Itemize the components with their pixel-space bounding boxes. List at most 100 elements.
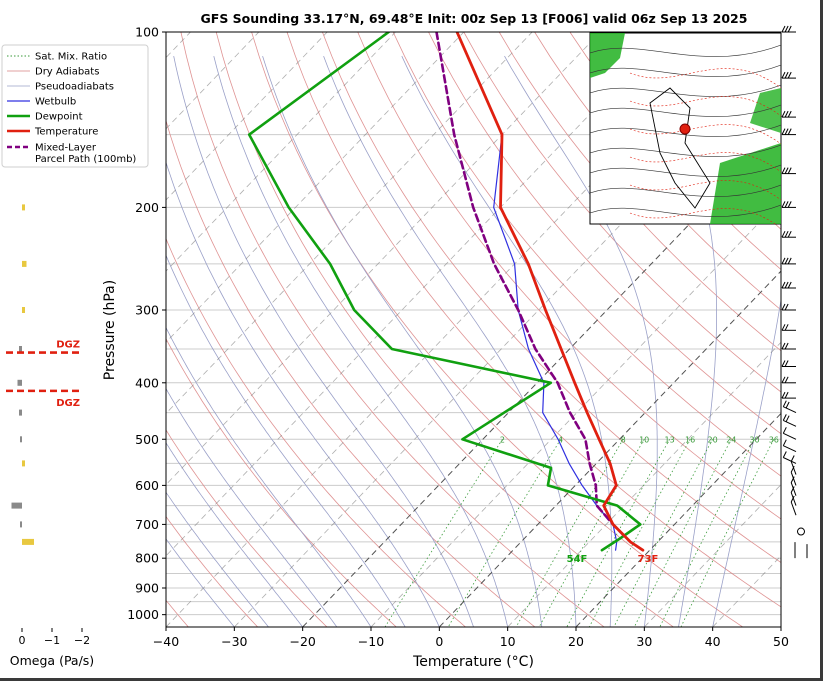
x-tick-label: 10 — [500, 634, 516, 649]
wind-barb-flag — [782, 258, 785, 264]
wind-barb-flag — [783, 414, 786, 420]
y-tick-label: 200 — [135, 200, 159, 215]
isotherm-line — [98, 32, 669, 627]
omega-bar — [20, 521, 22, 527]
wind-barb-flag — [788, 258, 791, 264]
wind-barb-flag — [785, 26, 788, 32]
wind-barb-shaft — [783, 420, 796, 426]
x-tick-label: −10 — [358, 634, 384, 649]
dry-adiabat-line — [110, 32, 466, 627]
wind-barb-flag — [782, 26, 785, 32]
wind-barb-flag — [785, 258, 788, 264]
wind-barb-flag — [788, 72, 791, 78]
mixing-ratio-line — [589, 439, 690, 627]
legend-label: Parcel Path (100mb) — [35, 154, 136, 165]
wind-barb-flag — [785, 304, 788, 310]
omega-bar — [22, 539, 34, 545]
dry-adiabat-line — [146, 32, 535, 627]
omega-axis-label: Omega (Pa/s) — [10, 653, 94, 668]
isotherm-line — [781, 32, 823, 627]
omega-tick-label: −2 — [74, 634, 90, 647]
wind-barb-flag — [782, 129, 785, 135]
mixing-ratio-label: 36 — [769, 435, 779, 444]
mixing-ratio-line — [634, 439, 731, 627]
y-tick-label: 1000 — [127, 607, 159, 622]
mixing-ratio-label: 13 — [665, 435, 675, 444]
wind-barb-flag — [785, 129, 788, 135]
wind-barb-flag — [785, 231, 788, 237]
dewpoint-line — [249, 32, 640, 550]
dry-adiabat-line — [782, 32, 823, 627]
omega-bar — [22, 261, 27, 267]
x-tick-label: 30 — [636, 634, 652, 649]
omega-bar — [12, 503, 23, 509]
legend-label: Sat. Mix. Ratio — [35, 52, 107, 63]
x-tick-label: −20 — [289, 634, 315, 649]
mixing-ratio-label: 24 — [726, 435, 736, 444]
wind-barb-flag — [785, 111, 788, 117]
omega-tick-label: −1 — [44, 634, 60, 647]
mixing-ratio-line — [681, 439, 774, 627]
wind-barb-flag — [782, 392, 785, 398]
omega-bar — [19, 410, 22, 416]
y-tick-label: 800 — [135, 551, 159, 566]
omega-bar — [20, 436, 22, 442]
mixing-ratio-label: 30 — [749, 435, 759, 444]
wind-barb-flag — [782, 201, 785, 207]
x-tick-label: 20 — [568, 634, 584, 649]
wind-barb-flag — [782, 343, 785, 349]
wind-barb-flag — [782, 377, 785, 383]
chart-title: GFS Sounding 33.17°N, 69.48°E Init: 00z … — [201, 11, 748, 26]
y-tick-label: 700 — [135, 517, 159, 532]
wind-barb-flag — [782, 324, 785, 330]
y-tick-label: 100 — [135, 25, 159, 40]
wind-barb-flag — [782, 111, 785, 117]
wind-barb-flag — [785, 392, 788, 398]
wind-barb-shaft — [783, 446, 796, 452]
wind-barb-shaft — [783, 433, 796, 439]
mixing-ratio-line — [516, 439, 623, 627]
wind-barb-flag — [788, 26, 791, 32]
omega-bar — [22, 204, 25, 210]
wind-barb-flag — [786, 416, 789, 422]
wind-barb-flag — [783, 440, 786, 446]
y-tick-label: 500 — [135, 432, 159, 447]
wind-barb-shaft — [783, 407, 796, 413]
mixing-ratio-line — [385, 439, 502, 627]
wind-barb-flag — [782, 72, 785, 78]
omega-bar — [19, 346, 22, 352]
mixing-ratio-label: 2 — [500, 435, 505, 444]
legend-label: Dry Adiabats — [35, 67, 99, 78]
wind-barb-flag — [788, 231, 791, 237]
wind-barb-flag — [785, 168, 788, 174]
surface-temperature-label: 73F — [638, 554, 659, 565]
wind-barb-flag — [785, 343, 788, 349]
y-tick-label: 300 — [135, 302, 159, 317]
y-tick-label: 900 — [135, 580, 159, 595]
legend-label: Wetbulb — [35, 97, 76, 108]
map-inset — [590, 33, 781, 228]
legend-label: Temperature — [34, 127, 98, 138]
x-tick-label: −30 — [221, 634, 247, 649]
x-tick-label: 40 — [705, 634, 721, 649]
wind-barb-flag — [783, 401, 786, 407]
wind-barb-flag — [788, 282, 791, 288]
mixing-ratio-label: 20 — [708, 435, 718, 444]
wind-barb-flag — [783, 452, 786, 458]
legend-label: Dewpoint — [35, 112, 83, 123]
wind-barb-flag — [791, 456, 794, 462]
wind-barb-flag — [785, 72, 788, 78]
legend-label: Mixed-Layer — [35, 143, 97, 154]
wind-barb-flag — [782, 282, 785, 288]
location-marker — [680, 124, 690, 134]
wind-barb-flag — [788, 129, 791, 135]
x-tick-label: 0 — [435, 634, 443, 649]
y-tick-label: 400 — [135, 375, 159, 390]
y-axis-label: Pressure (hPa) — [102, 280, 118, 380]
omega-bar — [22, 460, 25, 466]
x-tick-label: 50 — [773, 634, 789, 649]
wind-barb-flag — [782, 304, 785, 310]
